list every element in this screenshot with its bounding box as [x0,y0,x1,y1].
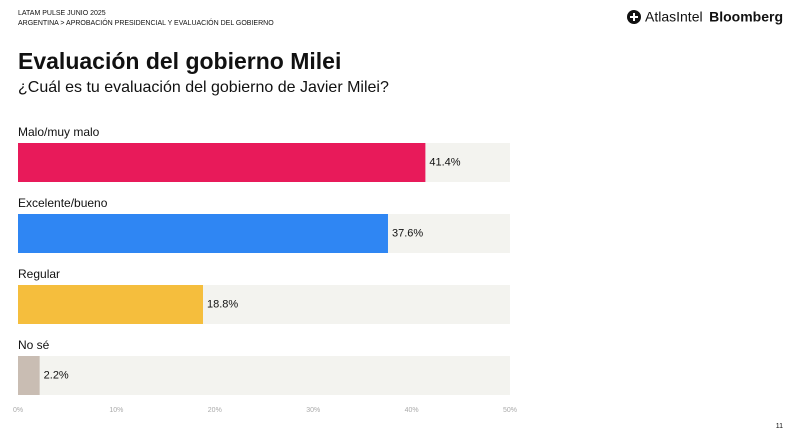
value-label: 18.8% [207,298,238,310]
category-label: Excelente/bueno [18,196,108,210]
bar-track [18,356,510,395]
value-label: 41.4% [429,156,460,168]
x-tick-label: 40% [405,407,419,414]
bar [18,143,426,182]
page-number: 11 [776,423,783,430]
bar [18,356,40,395]
x-tick-label: 30% [306,407,320,414]
value-label: 2.2% [44,369,69,381]
brand-bloomberg: Bloomberg [709,9,783,25]
header-line1: LATAM PULSE JUNIO 2025 [18,10,106,17]
category-label: No sé [18,338,50,352]
header-line2: ARGENTINA > APROBACIÓN PRESIDENCIAL Y EV… [18,18,274,27]
bar [18,285,203,324]
chart-subtitle: ¿Cuál es tu evaluación del gobierno de J… [18,79,389,96]
category-label: Regular [18,267,60,281]
x-tick-label: 20% [208,407,222,414]
category-label: Malo/muy malo [18,125,100,139]
x-tick-label: 10% [109,407,123,414]
x-tick-label: 0% [13,407,23,414]
value-label: 37.6% [392,227,423,239]
chart-title: Evaluación del gobierno Milei [18,48,341,74]
bar [18,214,388,253]
x-tick-label: 50% [503,407,517,414]
brand-atlasintel: AtlasIntel [645,9,703,25]
atlas-icon-mark [630,13,638,21]
